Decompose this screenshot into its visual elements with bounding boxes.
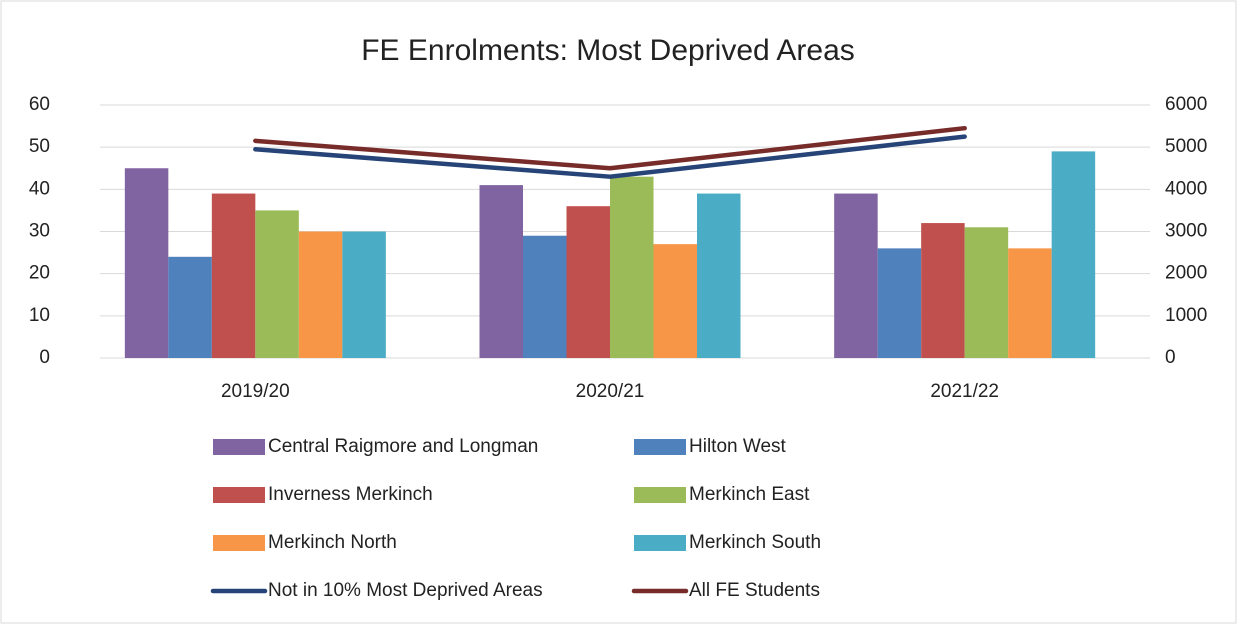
line-series: [253, 134, 967, 179]
y-tick-label: 20: [29, 263, 50, 284]
legend-swatch: [634, 535, 686, 551]
bar: [168, 256, 212, 358]
y-tick-label: 40: [29, 178, 50, 199]
y-tick-label: 0: [39, 347, 50, 368]
legend-label: Merkinch South: [689, 532, 821, 553]
bar: [834, 193, 878, 358]
bar: [921, 223, 965, 358]
legend-label: All FE Students: [689, 580, 820, 601]
bar: [298, 231, 343, 358]
legend-label: Hilton West: [689, 436, 787, 457]
y-tick-label: 10: [29, 305, 50, 326]
legend-label: Not in 10% Most Deprived Areas: [268, 580, 543, 601]
bar: [566, 206, 610, 358]
y-tick-label: 60: [29, 94, 50, 115]
bar: [479, 185, 523, 358]
legend-swatch: [213, 439, 265, 455]
legend-swatch: [213, 487, 265, 503]
legend-swatch: [634, 487, 686, 503]
y2-tick-label: 1000: [1165, 305, 1207, 326]
x-tick-label: 2019/20: [221, 381, 290, 402]
y-tick-label: 30: [29, 221, 50, 242]
legend-label: Merkinch North: [268, 532, 397, 553]
y-tick-label: 50: [29, 136, 50, 157]
y2-tick-label: 4000: [1165, 178, 1207, 199]
bar: [697, 193, 741, 358]
bar: [1008, 248, 1052, 358]
bar: [255, 210, 299, 358]
bar: [124, 168, 169, 358]
legend-label: Central Raigmore and Longman: [268, 436, 538, 457]
y2-tick-label: 5000: [1165, 136, 1207, 157]
x-tick-label: 2020/21: [576, 381, 645, 402]
bar: [653, 244, 697, 358]
chart-title: FE Enrolments: Most Deprived Areas: [361, 34, 855, 67]
legend-label: Inverness Merkinch: [268, 484, 433, 505]
y2-tick-label: 0: [1165, 347, 1176, 368]
legend-label: Merkinch East: [689, 484, 810, 505]
bar: [877, 248, 922, 358]
y2-tick-label: 6000: [1165, 94, 1207, 115]
bar: [211, 193, 256, 358]
legend-swatch: [634, 439, 686, 455]
bar: [342, 231, 386, 358]
y2-tick-label: 3000: [1165, 221, 1207, 242]
y2-tick-label: 2000: [1165, 263, 1207, 284]
bar: [523, 235, 567, 358]
bar: [964, 227, 1009, 358]
bar: [1051, 151, 1096, 358]
legend-swatch: [213, 535, 265, 551]
bar: [610, 176, 654, 358]
x-tick-label: 2021/22: [930, 381, 999, 402]
line-series: [253, 125, 967, 171]
